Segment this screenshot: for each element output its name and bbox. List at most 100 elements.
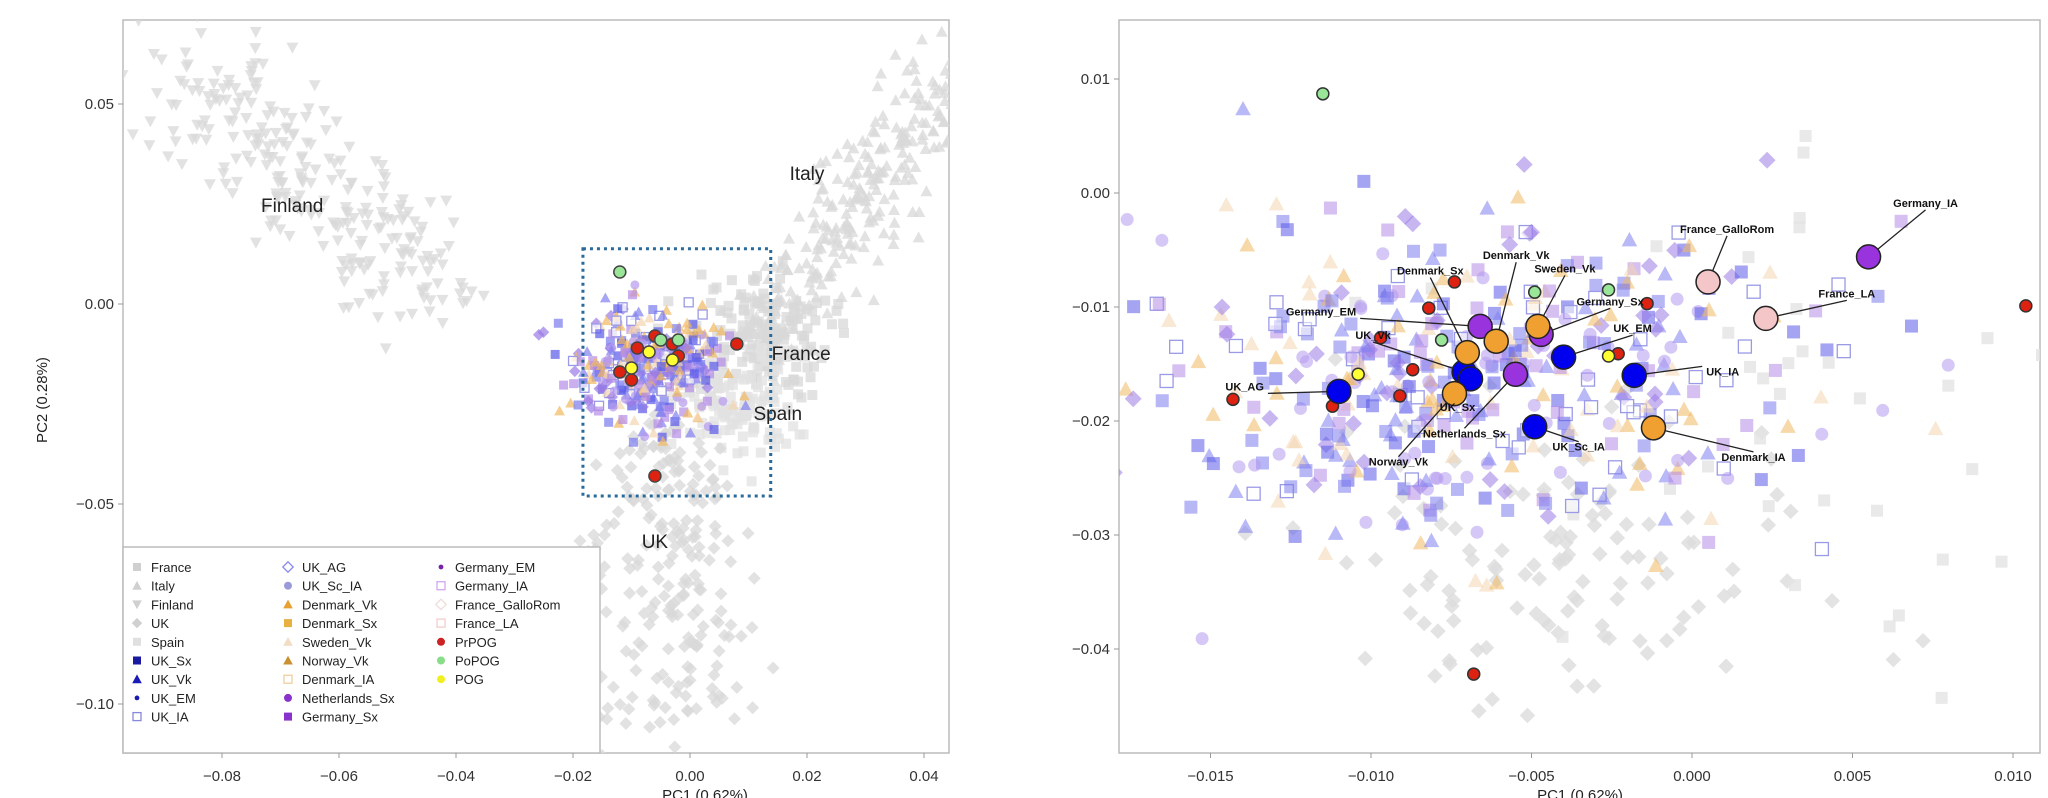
reference-point (752, 407, 763, 418)
sample-point (567, 355, 579, 367)
reference-point (665, 549, 679, 563)
sample-point (1466, 394, 1480, 408)
reference-point (664, 598, 678, 612)
reference-point (416, 221, 429, 233)
reference-point (737, 431, 748, 442)
reference-point (1789, 579, 1802, 592)
sample-point (620, 347, 630, 357)
reference-point (1536, 612, 1552, 629)
legend-marker-uk_em (134, 695, 140, 701)
sample-point (1737, 339, 1753, 354)
region-label-spain: Spain (753, 404, 802, 425)
sample-point (1740, 419, 1754, 433)
reference-point (1757, 372, 1770, 385)
reference-point (280, 123, 293, 135)
reference-point (295, 206, 308, 218)
y-axis-title: PC2 (0.28%) (34, 357, 51, 443)
sample-point (1437, 418, 1451, 432)
axis-ticks: −0.015 −0.010 −0.005 0.000 0.005 0.010 0.01 0.0… (1072, 71, 2032, 785)
sample-point (1239, 237, 1255, 252)
point-prpog (624, 373, 639, 387)
sample-point (613, 304, 623, 314)
sample-point (1481, 471, 1499, 489)
reference-point (744, 344, 755, 355)
sample-point (1422, 440, 1436, 454)
sample-point (1159, 373, 1174, 389)
reference-point (1744, 360, 1757, 373)
sample-point (697, 402, 707, 412)
sample-point (677, 375, 688, 386)
reference-point (191, 119, 204, 131)
reference-point (770, 323, 781, 334)
reference-point (658, 701, 672, 715)
sample-point (1269, 295, 1284, 310)
sample-point (1459, 268, 1475, 283)
point-popog (1601, 283, 1616, 297)
sample-point (1421, 422, 1438, 437)
sample-point (605, 336, 615, 346)
sample-point (1337, 402, 1351, 416)
region-label-finland: Finland (261, 196, 323, 217)
sample-point (1228, 338, 1244, 354)
reference-point (621, 552, 635, 566)
reference-point (217, 83, 230, 95)
sample-point (1758, 151, 1776, 169)
reference-point (1915, 632, 1931, 649)
reference-point (697, 417, 708, 428)
sample-point (1495, 433, 1510, 449)
reference-point (722, 404, 733, 415)
reference-point (770, 282, 781, 293)
reference-point (1640, 575, 1656, 591)
reference-point (200, 134, 213, 146)
reference-point (831, 305, 842, 316)
reference-point (286, 42, 299, 54)
reference-point (701, 428, 712, 439)
reference-point (901, 167, 914, 179)
reference-point (864, 211, 877, 223)
legend-box (122, 546, 601, 754)
reference-point (872, 164, 885, 176)
legend-label: UK_IA (151, 710, 189, 725)
reference-point (618, 615, 632, 629)
sample-point (1703, 510, 1719, 526)
reference-point (1639, 645, 1656, 661)
sample-point (615, 380, 625, 390)
reference-point (1561, 657, 1577, 673)
reference-point (656, 667, 670, 681)
reference-point (734, 629, 748, 643)
sample-point (1723, 268, 1741, 286)
sample-point (1357, 174, 1371, 188)
point-popog (1316, 87, 1330, 101)
sample-point (1647, 320, 1665, 338)
reference-point (1441, 583, 1457, 599)
sample-point (1488, 575, 1505, 590)
sample-point (1768, 363, 1782, 377)
reference-point (877, 227, 890, 239)
sample-point (678, 367, 688, 377)
sample-point (649, 366, 662, 379)
sample-point (1384, 465, 1400, 480)
reference-point (728, 712, 742, 726)
reference-point (273, 170, 286, 182)
sample-point (1652, 306, 1670, 324)
reference-point (714, 604, 728, 618)
sample-point (1550, 405, 1564, 419)
reference-point (915, 33, 928, 45)
sample-point (1589, 278, 1603, 292)
sample-point (1430, 496, 1444, 510)
sample-point (1409, 288, 1426, 303)
reference-point (831, 172, 844, 184)
reference-point (717, 628, 731, 642)
reference-point (296, 151, 309, 163)
legend: France Italy Finland UK Spain UK_Sx UK_Vk UK_EM… (122, 546, 601, 754)
reference-point (1824, 592, 1840, 609)
reference-point (1797, 146, 1810, 159)
sample-point (532, 328, 545, 341)
reference-point (887, 188, 900, 200)
reference-point (718, 382, 729, 393)
reference-point (308, 80, 321, 92)
sample-point (715, 325, 727, 336)
mean-label-france_gallorom: France_GalloRom (1680, 224, 1774, 236)
sample-point (1232, 460, 1246, 474)
sample-point (1269, 372, 1283, 386)
